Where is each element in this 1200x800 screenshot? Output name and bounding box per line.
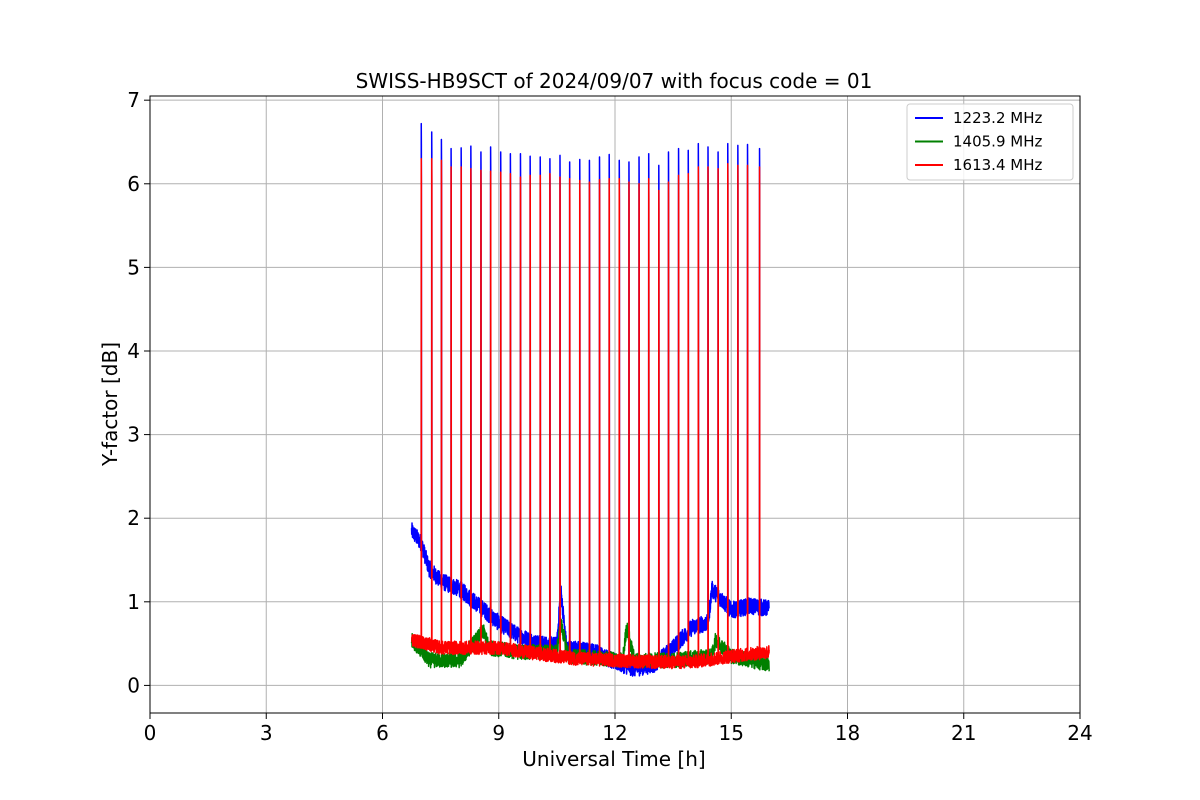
x-axis-label: Universal Time [h] (522, 747, 705, 771)
legend-label: 1223.2 MHz (953, 109, 1042, 127)
y-tick-label: 2 (127, 506, 140, 530)
series-line-3 (410, 157, 770, 670)
y-tick-label: 3 (127, 423, 140, 447)
grid (149, 96, 1081, 713)
y-tick-label: 6 (127, 172, 140, 196)
y-tick-label: 1 (127, 590, 140, 614)
x-axis-ticks: 0 3 6 9 12 15 18 21 24 (144, 713, 1093, 745)
x-tick-label: 21 (951, 721, 976, 745)
y-axis-label: Y-factor [dB] (98, 342, 122, 467)
legend-label: 1613.4 MHz (953, 156, 1042, 174)
legend-label: 1405.9 MHz (953, 133, 1042, 151)
y-axis-ticks: 0 1 2 3 4 5 6 7 (127, 88, 150, 697)
y-tick-label: 5 (127, 255, 140, 279)
x-tick-label: 3 (260, 721, 273, 745)
x-tick-label: 0 (144, 721, 157, 745)
x-tick-label: 18 (835, 721, 860, 745)
y-tick-label: 0 (127, 673, 140, 697)
legend-box (906, 103, 1074, 181)
x-tick-label: 15 (719, 721, 744, 745)
x-tick-label: 9 (492, 721, 505, 745)
x-tick-label: 6 (376, 721, 389, 745)
x-tick-label: 12 (602, 721, 627, 745)
plot-area (149, 95, 1081, 714)
y-tick-label: 4 (127, 339, 140, 363)
legend: 1223.2 MHz 1405.9 MHz 1613.4 MHz (906, 103, 1074, 181)
y-tick-label: 7 (127, 88, 140, 112)
chart-title: SWISS-HB9SCT of 2024/09/07 with focus co… (356, 69, 873, 93)
series-layer (410, 122, 770, 677)
x-tick-label: 24 (1067, 721, 1092, 745)
